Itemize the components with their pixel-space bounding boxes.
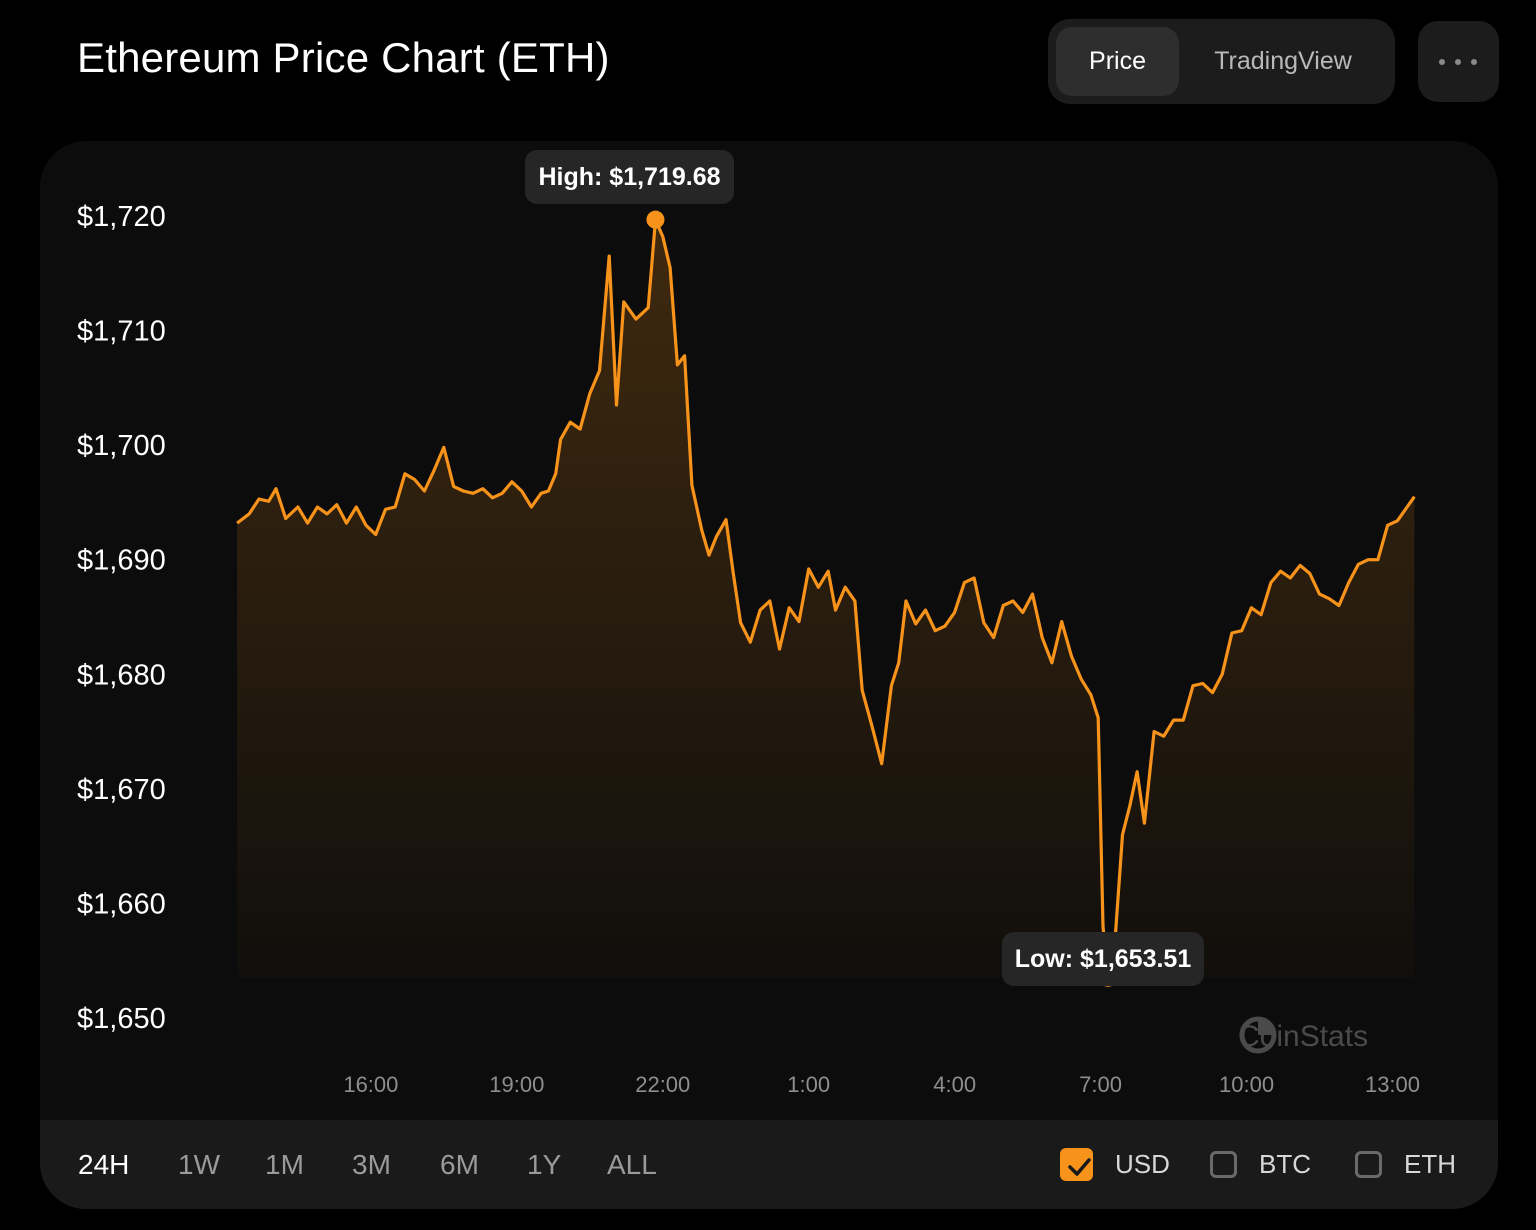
eth-label: ETH bbox=[1404, 1149, 1456, 1179]
low-callout: Low: $1,653.51 bbox=[1002, 932, 1204, 986]
view-toggle: Price TradingView bbox=[1048, 19, 1395, 104]
x-tick-label: 7:00 bbox=[1079, 1072, 1122, 1097]
range-24h-button[interactable]: 24H bbox=[78, 1149, 130, 1180]
high-callout: High: $1,719.68 bbox=[525, 150, 734, 204]
coinstats-logo-icon bbox=[1239, 1016, 1277, 1054]
high-marker[interactable] bbox=[646, 210, 665, 229]
y-tick-label: $1,680 bbox=[77, 659, 166, 691]
y-tick-label: $1,660 bbox=[77, 888, 166, 920]
usd-label: USD bbox=[1115, 1149, 1170, 1179]
range-all-button[interactable]: ALL bbox=[607, 1149, 657, 1180]
usd-checkbox[interactable] bbox=[1060, 1148, 1093, 1181]
range-bar: 24H 1W 1M 3M 6M 1Y ALL USD BTC ETH bbox=[40, 1120, 1498, 1209]
check-icon bbox=[1068, 1158, 1091, 1176]
btc-label: BTC bbox=[1259, 1149, 1311, 1179]
y-tick-label: $1,690 bbox=[77, 545, 166, 577]
x-tick-label: 1:00 bbox=[787, 1072, 830, 1097]
eth-checkbox[interactable] bbox=[1355, 1151, 1382, 1178]
currency-usd-option[interactable]: USD bbox=[1060, 1120, 1170, 1209]
range-6m-button[interactable]: 6M bbox=[440, 1149, 479, 1180]
watermark: CoinStats bbox=[1238, 1015, 1368, 1059]
x-tick-label: 13:00 bbox=[1365, 1072, 1420, 1097]
price-area bbox=[237, 219, 1415, 978]
more-button[interactable] bbox=[1418, 21, 1499, 102]
x-axis: 16:00 19:00 22:00 1:00 4:00 7:00 10:00 13:00 bbox=[343, 1072, 1420, 1097]
btc-checkbox[interactable] bbox=[1210, 1151, 1237, 1178]
y-tick-label: $1,720 bbox=[77, 201, 166, 233]
x-tick-label: 16:00 bbox=[343, 1072, 398, 1097]
x-tick-label: 19:00 bbox=[489, 1072, 544, 1097]
range-1y-button[interactable]: 1Y bbox=[527, 1149, 562, 1180]
x-tick-label: 10:00 bbox=[1219, 1072, 1274, 1097]
price-line bbox=[236, 218, 1416, 980]
tab-tradingview[interactable]: TradingView bbox=[1214, 47, 1352, 75]
range-3m-button[interactable]: 3M bbox=[352, 1149, 391, 1180]
tab-price[interactable]: Price bbox=[1056, 27, 1179, 96]
x-tick-label: 22:00 bbox=[635, 1072, 690, 1097]
chart-card: $1,720 $1,710 $1,700 $1,690 $1,680 $1,670 $1,6… bbox=[40, 141, 1498, 1209]
currency-eth-option[interactable]: ETH bbox=[1355, 1120, 1456, 1209]
y-tick-label: $1,710 bbox=[77, 316, 166, 348]
y-tick-label: $1,700 bbox=[77, 430, 166, 462]
y-axis: $1,720 $1,710 $1,700 $1,690 $1,680 $1,670 $1,6… bbox=[77, 201, 166, 1035]
price-chart[interactable]: $1,720 $1,710 $1,700 $1,690 $1,680 $1,670 $1,6… bbox=[40, 141, 1498, 1120]
x-tick-label: 4:00 bbox=[933, 1072, 976, 1097]
range-1w-button[interactable]: 1W bbox=[178, 1149, 220, 1180]
y-tick-label: $1,670 bbox=[77, 774, 166, 806]
currency-btc-option[interactable]: BTC bbox=[1210, 1120, 1311, 1209]
page-title: Ethereum Price Chart (ETH) bbox=[77, 34, 610, 81]
y-tick-label: $1,650 bbox=[77, 1003, 166, 1035]
range-1m-button[interactable]: 1M bbox=[265, 1149, 304, 1180]
